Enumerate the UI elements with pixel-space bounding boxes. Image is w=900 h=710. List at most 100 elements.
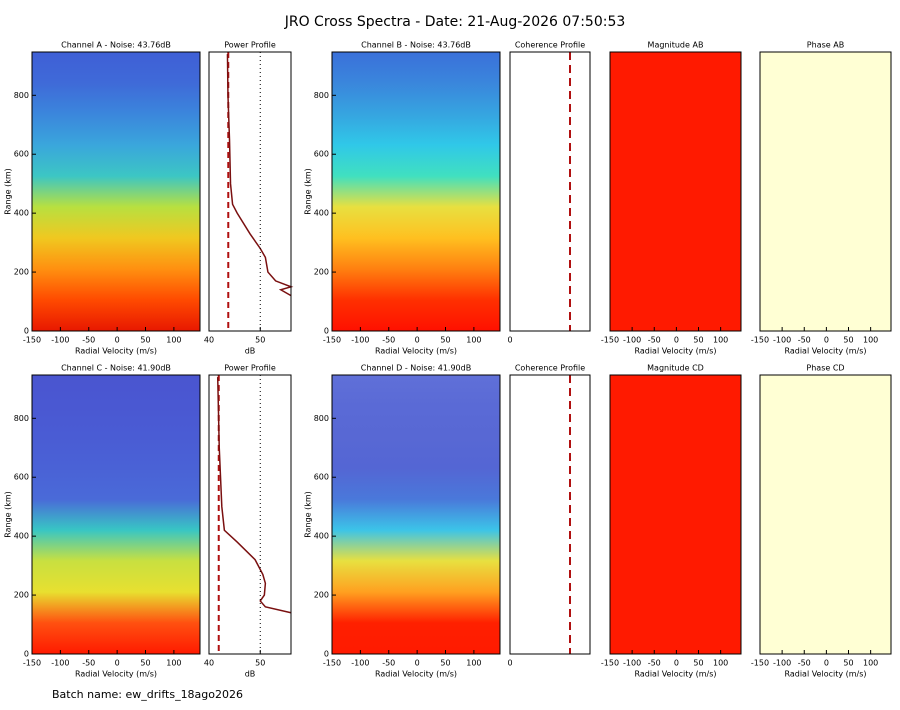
y-tick-label: 600 bbox=[14, 150, 29, 159]
plot-frame bbox=[31, 51, 201, 332]
x-tick-label: -150 bbox=[23, 659, 41, 668]
x-tick-label: -150 bbox=[323, 336, 341, 345]
y-tick-label: 800 bbox=[14, 91, 29, 100]
x-tick-label: 50 bbox=[440, 336, 450, 345]
x-tick-label: 50 bbox=[693, 659, 703, 668]
spectrum-image bbox=[610, 375, 741, 654]
x-tick-label: -150 bbox=[23, 336, 41, 345]
plot-frame bbox=[208, 374, 292, 655]
x-tick-label: 100 bbox=[466, 659, 481, 668]
x-tick-label: 100 bbox=[166, 659, 181, 668]
x-axis-label: Radial Velocity (m/s) bbox=[784, 670, 866, 679]
x-tick-label: -50 bbox=[648, 659, 661, 668]
panel-title: Phase AB bbox=[807, 41, 844, 50]
x-tick-label: -150 bbox=[601, 659, 619, 668]
x-tick-label: -100 bbox=[51, 336, 69, 345]
x-tick-label: 50 bbox=[440, 659, 450, 668]
x-tick-label: 100 bbox=[863, 659, 878, 668]
x-axis-label: Radial Velocity (m/s) bbox=[75, 347, 157, 356]
y-tick-label: 0 bbox=[324, 327, 329, 336]
panel-title: Magnitude CD bbox=[647, 364, 704, 373]
spectrum-image bbox=[610, 52, 741, 331]
plot-frame bbox=[331, 51, 501, 332]
figure-title: JRO Cross Spectra - Date: 21-Aug-2026 07… bbox=[284, 14, 626, 30]
x-axis-label: Radial Velocity (m/s) bbox=[634, 347, 716, 356]
y-tick-label: 200 bbox=[314, 268, 329, 277]
plot-frame bbox=[331, 374, 501, 655]
panel-title: Coherence Profile bbox=[515, 41, 585, 50]
x-tick-label: 100 bbox=[466, 336, 481, 345]
x-tick-label: 0 bbox=[507, 659, 512, 668]
plot-frame bbox=[609, 374, 742, 655]
x-tick-label: 50 bbox=[140, 336, 150, 345]
y-tick-label: 600 bbox=[314, 150, 329, 159]
panel-title: Channel A - Noise: 43.76dB bbox=[61, 41, 171, 50]
y-axis-label: Range (km) bbox=[304, 491, 313, 538]
plot-frame bbox=[31, 374, 201, 655]
y-axis-label: Range (km) bbox=[4, 168, 13, 215]
x-axis-label: Radial Velocity (m/s) bbox=[634, 670, 716, 679]
panel-title: Coherence Profile bbox=[515, 364, 585, 373]
x-axis-label: Radial Velocity (m/s) bbox=[75, 670, 157, 679]
panel-title: Power Profile bbox=[224, 41, 276, 50]
x-tick-label: 50 bbox=[255, 659, 265, 668]
x-tick-label: -150 bbox=[601, 336, 619, 345]
x-tick-label: 50 bbox=[843, 659, 853, 668]
power-profile-line bbox=[226, 54, 294, 297]
x-axis-label: Radial Velocity (m/s) bbox=[784, 347, 866, 356]
x-tick-label: -100 bbox=[51, 659, 69, 668]
spectrum-image bbox=[332, 375, 500, 654]
y-tick-label: 0 bbox=[24, 650, 29, 659]
x-tick-label: -150 bbox=[751, 659, 769, 668]
plot-frame bbox=[509, 374, 591, 655]
x-tick-label: -150 bbox=[751, 336, 769, 345]
panel-title: Power Profile bbox=[224, 364, 276, 373]
y-tick-label: 600 bbox=[314, 473, 329, 482]
x-tick-label: -100 bbox=[773, 336, 791, 345]
spectrum-image bbox=[32, 52, 200, 331]
plot-area bbox=[510, 52, 590, 331]
panel-title: Channel D - Noise: 41.90dB bbox=[361, 364, 471, 373]
plot-frame bbox=[759, 51, 892, 332]
plot-frame bbox=[208, 51, 292, 332]
y-tick-label: 800 bbox=[314, 414, 329, 423]
x-tick-label: -150 bbox=[323, 659, 341, 668]
panel-title: Channel B - Noise: 43.76dB bbox=[361, 41, 471, 50]
x-tick-label: -100 bbox=[773, 659, 791, 668]
y-tick-label: 400 bbox=[314, 209, 329, 218]
x-tick-label: 0 bbox=[674, 336, 679, 345]
y-tick-label: 0 bbox=[24, 327, 29, 336]
x-tick-label: 50 bbox=[140, 659, 150, 668]
x-tick-label: -50 bbox=[798, 336, 811, 345]
x-axis-label: dB bbox=[245, 347, 256, 356]
x-axis-label: Radial Velocity (m/s) bbox=[375, 670, 457, 679]
panel-title: Channel C - Noise: 41.90dB bbox=[61, 364, 171, 373]
y-axis-label: Range (km) bbox=[304, 168, 313, 215]
x-tick-label: -50 bbox=[382, 336, 395, 345]
x-tick-label: 100 bbox=[713, 659, 728, 668]
x-tick-label: 100 bbox=[863, 336, 878, 345]
x-tick-label: 50 bbox=[693, 336, 703, 345]
x-axis-label: dB bbox=[245, 670, 256, 679]
x-tick-label: 0 bbox=[824, 659, 829, 668]
y-tick-label: 400 bbox=[314, 532, 329, 541]
x-tick-label: 0 bbox=[415, 659, 420, 668]
x-tick-label: 0 bbox=[415, 336, 420, 345]
x-tick-label: -50 bbox=[798, 659, 811, 668]
panel-title: Phase CD bbox=[806, 364, 844, 373]
x-tick-label: 50 bbox=[843, 336, 853, 345]
x-tick-label: 100 bbox=[713, 336, 728, 345]
x-tick-label: 100 bbox=[166, 336, 181, 345]
x-tick-label: -50 bbox=[648, 336, 661, 345]
x-tick-label: -50 bbox=[82, 336, 95, 345]
x-tick-label: 0 bbox=[507, 336, 512, 345]
x-tick-label: 50 bbox=[255, 336, 265, 345]
spectrum-image bbox=[332, 52, 500, 331]
x-tick-label: -100 bbox=[623, 659, 641, 668]
x-tick-label: 40 bbox=[204, 659, 214, 668]
x-tick-label: -100 bbox=[351, 659, 369, 668]
y-tick-label: 200 bbox=[14, 591, 29, 600]
x-tick-label: -50 bbox=[382, 659, 395, 668]
y-tick-label: 400 bbox=[14, 532, 29, 541]
